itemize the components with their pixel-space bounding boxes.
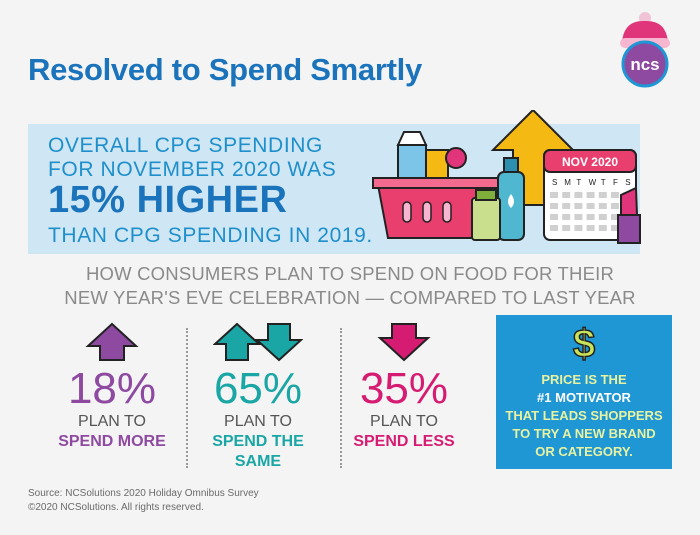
calendar-weekday: S	[552, 178, 557, 187]
banner-line-2: FOR NOVEMBER 2020 WAS	[48, 158, 337, 181]
stat-label-bold: SPEND THE	[212, 433, 304, 450]
calendar-cell	[574, 192, 583, 198]
banner-line-1: OVERALL CPG SPENDING	[48, 134, 323, 157]
question-line-2: NEW YEAR'S EVE CELEBRATION — COMPARED TO…	[64, 287, 636, 308]
calendar-cell	[550, 214, 558, 220]
calendar-cell	[611, 192, 619, 198]
divider	[340, 328, 342, 468]
calendar-weekday: S	[625, 178, 630, 187]
stat-label-bold: SPEND MORE	[58, 433, 166, 450]
calendar-weekday: M	[564, 178, 571, 187]
divider	[186, 328, 188, 468]
calendar-cell	[550, 203, 558, 209]
stat-spend-same: 65% PLAN TO SPEND THE SAME	[188, 322, 328, 472]
arrow-down-icon	[377, 323, 431, 362]
apple-icon	[445, 147, 467, 169]
motivator-line-5: OR CATEGORY.	[535, 444, 633, 459]
motivator-box: $ PRICE IS THE #1 MOTIVATOR THAT LEADS S…	[496, 315, 672, 469]
motivator-line-4: TO TRY A NEW BRAND	[512, 426, 656, 441]
calendar-cell	[598, 203, 607, 209]
source-note: Source: NCSolutions 2020 Holiday Omnibus…	[28, 487, 259, 515]
stat-percent: 35%	[359, 364, 449, 413]
logo-text: ncs	[630, 55, 659, 74]
stat-label: PLAN TO	[78, 413, 146, 430]
basket-icon	[372, 177, 499, 239]
stat-percent: 18%	[67, 364, 157, 413]
calendar-cell	[574, 214, 583, 220]
motivator-line-3: THAT LEADS SHOPPERS	[505, 408, 663, 423]
question-line-1: HOW CONSUMERS PLAN TO SPEND ON FOOD FOR …	[85, 263, 615, 284]
stat-percent: 65%	[213, 364, 303, 413]
calendar-cell	[611, 225, 619, 231]
arrow-up-icon	[85, 322, 139, 361]
calendar-cell	[574, 225, 583, 231]
calendar-cell	[586, 203, 595, 209]
calendar-cell	[611, 214, 619, 220]
calendar-cell	[574, 203, 583, 209]
calendar-cell	[562, 225, 571, 231]
motivator-line-1: PRICE IS THE	[541, 372, 627, 387]
banner-line-4: THAN CPG SPENDING IN 2019.	[48, 224, 373, 247]
calendar-cell	[611, 203, 619, 209]
calendar-cell	[586, 225, 595, 231]
stat-label: PLAN TO	[224, 413, 292, 430]
motivator-line-2: #1 MOTIVATOR	[537, 390, 631, 405]
calendar-cell	[550, 192, 558, 198]
source-line-1: Source: NCSolutions 2020 Holiday Omnibus…	[28, 488, 259, 499]
calendar-cell	[550, 225, 558, 231]
calendar-title: NOV 2020	[562, 155, 618, 169]
calendar-weekday: W	[589, 178, 597, 187]
calendar-cell	[562, 214, 571, 220]
calendar-cell	[562, 203, 571, 209]
calendar-cell	[598, 192, 607, 198]
survey-question: HOW CONSUMERS PLAN TO SPEND ON FOOD FOR …	[0, 262, 700, 310]
arrows-up-down-icon	[213, 322, 303, 362]
jar-icon	[471, 189, 501, 241]
stat-label-bold: SPEND LESS	[353, 433, 455, 450]
page-title: Resolved to Spend Smartly	[28, 52, 422, 87]
dollar-sign-icon: $	[572, 321, 596, 363]
calendar-weekday: T	[576, 178, 581, 187]
calendar-weekday: T	[601, 178, 606, 187]
calendar-cell	[598, 225, 607, 231]
calendar-cell	[586, 192, 595, 198]
svg-text:$: $	[573, 322, 595, 363]
stat-spend-more: 18% PLAN TO SPEND MORE	[42, 322, 182, 452]
calendar-cell	[562, 192, 571, 198]
stat-spend-less: 35% PLAN TO SPEND LESS	[334, 322, 474, 452]
stat-label: PLAN TO	[370, 413, 438, 430]
banner-highlight: 15% HIGHER	[48, 179, 288, 221]
calendar-weekday: F	[613, 178, 618, 187]
copyright-line: ©2020 NCSolutions. All rights reserved.	[28, 502, 204, 513]
calendar-cell	[586, 214, 595, 220]
lipstick-icon	[617, 186, 641, 244]
stat-label-bold-2: SAME	[234, 453, 282, 470]
ncs-logo: ncs	[620, 12, 670, 88]
calendar-cell	[598, 214, 607, 220]
